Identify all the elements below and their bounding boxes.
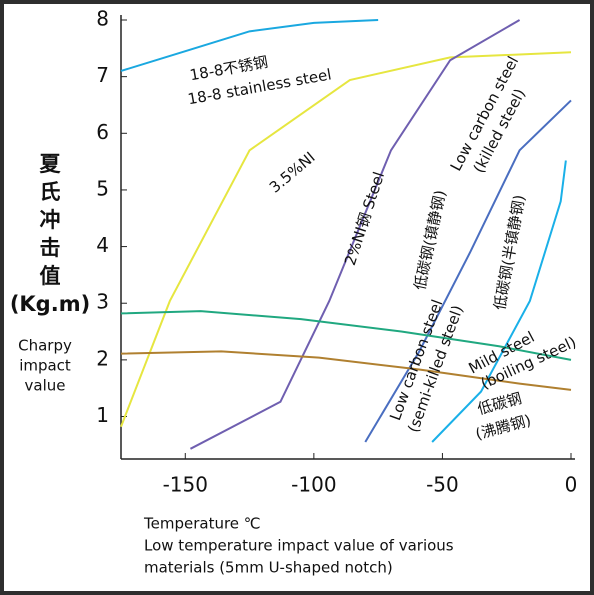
y-axis-label: 冲 [40, 208, 61, 232]
line [431, 160, 567, 443]
line [120, 19, 379, 72]
line [120, 310, 572, 361]
y-tick-label: 2 [96, 346, 109, 370]
y-axis-label: (Kg.m) [10, 292, 90, 316]
y-axis-label: 夏 [40, 152, 62, 176]
y-axis-label: 击 [40, 236, 61, 260]
line [364, 99, 572, 443]
y-tick-label: 8 [96, 7, 109, 31]
y-axis-label-en: value [25, 377, 66, 395]
line [120, 350, 572, 391]
x-tick-label: -100 [291, 473, 336, 497]
x-tick-label: 0 [565, 473, 578, 497]
x-axis-label: materials (5mm U-shaped notch) [144, 559, 393, 577]
y-axis-label: 值 [40, 264, 61, 288]
line [189, 19, 521, 450]
x-tick-label: -50 [426, 473, 459, 497]
y-axis-label-en: Charpy [18, 337, 72, 355]
y-tick-label: 5 [96, 176, 109, 200]
x-tick-label: -150 [163, 473, 208, 497]
y-axis-label: 氏 [40, 180, 61, 204]
y-tick-label: 7 [96, 63, 109, 87]
line [120, 51, 572, 428]
y-tick-label: 4 [96, 233, 109, 257]
y-tick-label: 6 [96, 120, 109, 144]
x-axis-label: Low temperature impact value of various [144, 537, 454, 555]
background [4, 4, 590, 591]
x-axis-label: Temperature ℃ [143, 515, 261, 533]
y-axis-label-en: impact [19, 357, 71, 375]
y-tick-label: 1 [96, 403, 109, 427]
y-tick-label: 3 [96, 290, 109, 314]
